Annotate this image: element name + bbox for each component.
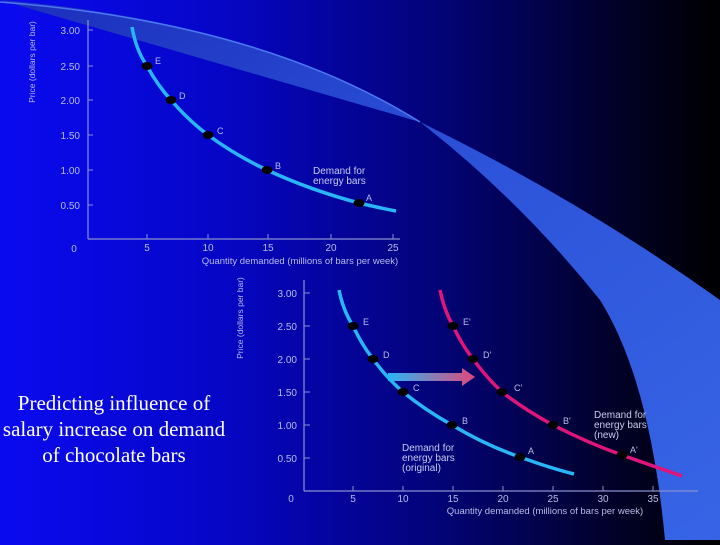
bottom-y-axis-label: Price (dollars per bar) [235, 277, 245, 359]
svg-text:energy bars: energy bars [402, 453, 455, 464]
svg-text:20: 20 [497, 494, 509, 505]
svg-text:35: 35 [647, 494, 659, 505]
bottom-original-points [347, 322, 526, 461]
svg-text:A': A' [630, 445, 638, 455]
shift-arrow [388, 368, 475, 386]
top-x-tick-labels: 0 5 10 15 20 25 [71, 243, 399, 255]
bottom-y-tick-labels: 3.00 2.50 2.00 1.50 1.00 0.50 [278, 289, 298, 465]
svg-text:25: 25 [547, 494, 559, 505]
svg-text:B': B' [563, 416, 571, 426]
svg-text:D': D' [483, 350, 491, 360]
top-x-axis-label: Quantity demanded (millions of bars per … [202, 256, 398, 267]
top-point-labels: E D C B A [155, 56, 372, 203]
svg-text:0.50: 0.50 [61, 201, 81, 212]
bottom-x-axis-label: Quantity demanded (millions of bars per … [447, 506, 643, 517]
svg-text:C: C [413, 383, 420, 393]
svg-text:3.00: 3.00 [61, 26, 81, 37]
svg-text:25: 25 [387, 243, 399, 254]
bottom-new-points [447, 322, 628, 459]
top-y-axis-label: Price (dollars per bar) [27, 21, 37, 103]
svg-text:3.00: 3.00 [278, 289, 298, 300]
original-demand-curve [337, 289, 575, 476]
svg-text:energy bars: energy bars [313, 176, 366, 187]
slide-caption: Predicting influence of salary increase … [2, 391, 226, 467]
top-points [141, 62, 365, 207]
bottom-new-point-labels: E' D' C' B' A' [463, 317, 638, 455]
svg-text:(new): (new) [594, 430, 619, 441]
svg-text:Demand for: Demand for [594, 410, 647, 421]
svg-text:20: 20 [325, 243, 337, 254]
bottom-chart: 3.00 2.50 2.00 1.50 1.00 0.50 0 5 10 15 … [235, 277, 698, 517]
svg-text:30: 30 [597, 494, 609, 505]
new-curve-annotation: Demand for energy bars (new) [594, 410, 647, 441]
svg-text:Demand for: Demand for [313, 166, 366, 177]
svg-text:10: 10 [397, 494, 409, 505]
svg-text:1.00: 1.00 [61, 166, 81, 177]
svg-text:5: 5 [350, 494, 356, 505]
svg-text:E: E [363, 317, 369, 327]
svg-text:2.00: 2.00 [61, 96, 81, 107]
original-curve-annotation: Demand for energy bars (original) [402, 443, 455, 474]
svg-text:0: 0 [71, 244, 77, 255]
svg-text:1.50: 1.50 [61, 131, 81, 142]
svg-text:10: 10 [202, 243, 214, 254]
top-y-tick-labels: 3.00 2.50 2.00 1.50 1.00 0.50 [61, 26, 81, 212]
svg-text:0: 0 [288, 494, 294, 505]
svg-text:15: 15 [447, 494, 459, 505]
svg-text:C': C' [514, 383, 522, 393]
bottom-x-tick-labels: 0 5 10 15 20 25 30 35 [288, 494, 659, 505]
svg-text:E': E' [463, 317, 471, 327]
svg-text:A: A [528, 446, 534, 456]
bottom-original-point-labels: E D C B A [363, 317, 534, 456]
top-chart: 3.00 2.50 2.00 1.50 1.00 0.50 0 5 10 15 … [27, 20, 400, 267]
svg-text:0.50: 0.50 [278, 454, 298, 465]
svg-text:2.50: 2.50 [61, 62, 81, 73]
svg-text:energy bars: energy bars [594, 420, 647, 431]
svg-text:1.50: 1.50 [278, 388, 298, 399]
svg-text:(original): (original) [402, 463, 441, 474]
svg-text:A: A [366, 193, 372, 203]
svg-text:D: D [383, 350, 390, 360]
top-curve-annotation: Demand for energy bars [313, 166, 366, 187]
svg-text:D: D [179, 91, 186, 101]
svg-text:2.00: 2.00 [278, 355, 298, 366]
svg-text:2.50: 2.50 [278, 322, 298, 333]
svg-text:15: 15 [262, 243, 274, 254]
svg-text:Demand for: Demand for [402, 443, 455, 454]
svg-text:C: C [217, 126, 224, 136]
svg-text:1.00: 1.00 [278, 421, 298, 432]
svg-text:B: B [275, 161, 281, 171]
svg-text:E: E [155, 56, 161, 66]
svg-text:B: B [462, 416, 468, 426]
svg-text:5: 5 [144, 243, 150, 254]
